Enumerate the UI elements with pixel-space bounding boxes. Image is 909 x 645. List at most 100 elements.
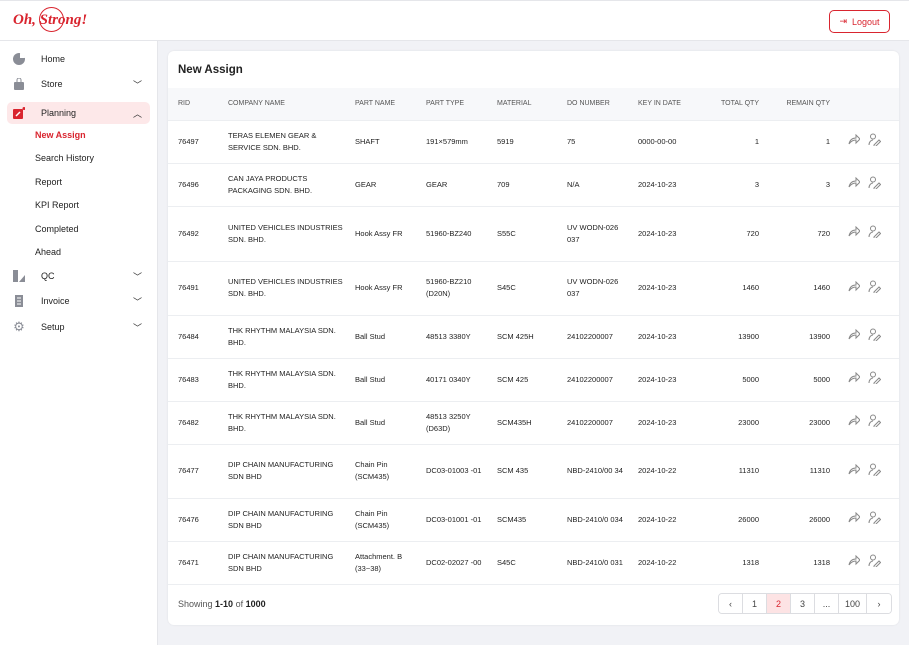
column-header: PART NAME (355, 88, 426, 121)
assign-user-icon[interactable] (868, 371, 882, 388)
table-row: 76491 UNITED VEHICLES INDUSTRIES SDN. BHD… (168, 261, 899, 316)
table-cell: S45C (497, 541, 567, 585)
table-cell: 51960-BZ210 (D20N) (426, 261, 497, 316)
assign-user-icon[interactable] (868, 225, 882, 242)
assign-user-icon[interactable] (868, 328, 882, 345)
forward-icon[interactable] (848, 554, 861, 570)
table-cell: CAN JAYA PRODUCTS PACKAGING SDN. BHD. (228, 163, 355, 207)
prev-page-button[interactable]: ‹ (719, 594, 743, 613)
sidebar-sub-search-history[interactable]: Search History (35, 153, 95, 163)
table-cell: 76491 (168, 261, 228, 316)
page-button[interactable]: 3 (791, 594, 815, 613)
forward-icon[interactable] (848, 225, 861, 241)
table-cell: 2024-10-23 (638, 401, 708, 445)
table-cell: 1318 (708, 541, 769, 585)
forward-icon[interactable] (848, 371, 861, 387)
logout-button[interactable]: ⇥ Logout (829, 10, 890, 33)
forward-icon[interactable] (848, 511, 861, 527)
table-cell: 2024-10-23 (638, 163, 708, 207)
column-header: TOTAL QTY (708, 88, 769, 121)
sidebar-sub-completed[interactable]: Completed (35, 224, 79, 234)
forward-icon[interactable] (848, 463, 861, 479)
table-cell: SCM 435 (497, 444, 567, 499)
page-button[interactable]: 100 (839, 594, 868, 613)
table-cell: 13900 (769, 315, 840, 359)
table-cell: 5000 (769, 358, 840, 402)
page-button[interactable]: 2 (767, 594, 791, 613)
table-cell: 23000 (708, 401, 769, 445)
table-cell: 48513 3380Y (426, 315, 497, 359)
assign-user-icon[interactable] (868, 176, 882, 193)
table-cell: SCM435H (497, 401, 567, 445)
new-assign-card: New Assign RID COMPANY NAME PART NAME PART … (168, 51, 899, 625)
table-cell: 76496 (168, 163, 228, 207)
forward-icon[interactable] (848, 328, 861, 344)
assign-table: RID COMPANY NAME PART NAME PART TYPE MATERIA… (168, 88, 899, 585)
table-cell: 5000 (708, 358, 769, 402)
column-header: REMAIN QTY (769, 88, 840, 121)
page-button[interactable]: ... (815, 594, 839, 613)
table-cell: 5919 (497, 120, 567, 164)
sidebar-sub-kpi-report[interactable]: KPI Report (35, 200, 80, 210)
column-header: MATERIAL (497, 88, 567, 121)
page-button[interactable]: 1 (743, 594, 767, 613)
assign-user-icon[interactable] (868, 280, 882, 297)
table-cell: 48513 3250Y (D63D) (426, 401, 497, 445)
table-cell: 2024-10-22 (638, 498, 708, 542)
sidebar-item-invoice[interactable]: Invoice ﹀ (7, 290, 150, 312)
table-cell: 2024-10-22 (638, 541, 708, 585)
table-cell: SCM435 (497, 498, 567, 542)
sidebar-item-qc[interactable]: QC ﹀ (7, 265, 150, 287)
forward-icon[interactable] (848, 133, 861, 149)
table-cell: 1 (708, 120, 769, 164)
table-cell: UNITED VEHICLES INDUSTRIES SDN. BHD. (228, 261, 355, 316)
table-cell: 23000 (769, 401, 840, 445)
table-cell: 1 (769, 120, 840, 164)
sidebar-sub-report[interactable]: Report (35, 177, 63, 187)
sidebar-sub-new-assign[interactable]: New Assign (35, 130, 86, 140)
table-cell: UV WODN-026 037 (567, 206, 638, 262)
table-cell: 75 (567, 120, 638, 164)
table-row: 76492 UNITED VEHICLES INDUSTRIES SDN. BHD… (168, 206, 899, 262)
table-cell: S45C (497, 261, 567, 316)
column-header: KEY IN DATE (638, 88, 708, 121)
assign-user-icon[interactable] (868, 463, 882, 480)
next-page-button[interactable]: › (867, 594, 892, 613)
table-cell: 0000-00-00 (638, 120, 708, 164)
forward-icon[interactable] (848, 280, 861, 296)
table-cell: DC03-01001 -01 (426, 498, 497, 542)
pie-chart-icon (13, 53, 25, 65)
table-cell: SCM 425 (497, 358, 567, 402)
table-cell: 2024-10-22 (638, 444, 708, 499)
table-cell: S55C (497, 206, 567, 262)
table-cell: 1460 (769, 261, 840, 316)
forward-icon[interactable] (848, 414, 861, 430)
table-cell: 24102200007 (567, 315, 638, 359)
assign-user-icon[interactable] (868, 511, 882, 528)
assign-user-icon[interactable] (868, 554, 882, 571)
sidebar-item-planning[interactable]: Planning ︿ (7, 102, 150, 124)
column-header: PART TYPE (426, 88, 497, 121)
table-cell: Hook Assy FR (355, 206, 426, 262)
table-cell: DC03-01003 -01 (426, 444, 497, 499)
table-cell: 51960-BZ240 (426, 206, 497, 262)
table-cell: SCM 425H (497, 315, 567, 359)
table-cell: Hook Assy FR (355, 261, 426, 316)
assign-user-icon[interactable] (868, 414, 882, 431)
table-cell: THK RHYTHM MALAYSIA SDN. BHD. (228, 315, 355, 359)
table-row: 76497 TERAS ELEMEN GEAR & SERVICE SDN. BH… (168, 120, 899, 164)
sidebar-item-home[interactable]: Home (7, 48, 150, 70)
sidebar-sub-ahead[interactable]: Ahead (35, 247, 62, 257)
table-cell: 2024-10-23 (638, 358, 708, 402)
sidebar-item-store[interactable]: Store ﹀ (7, 73, 150, 95)
sidebar-item-setup[interactable]: ⚙ Setup ﹀ (13, 319, 142, 334)
table-cell: 720 (769, 206, 840, 262)
table-cell: 40171 0340Y (426, 358, 497, 402)
table-cell: 76492 (168, 206, 228, 262)
assign-user-icon[interactable] (868, 133, 882, 150)
table-cell: 1318 (769, 541, 840, 585)
table-cell: Ball Stud (355, 315, 426, 359)
table-cell: 11310 (708, 444, 769, 499)
forward-icon[interactable] (848, 176, 861, 192)
chevron-down-icon: ﹀ (132, 296, 142, 307)
